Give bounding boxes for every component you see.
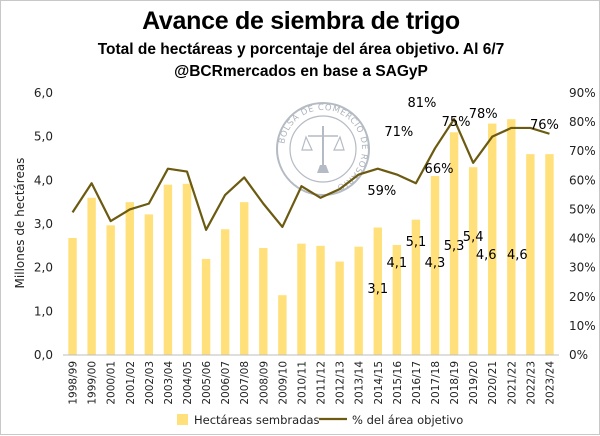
- bar: [316, 245, 325, 355]
- bar: [507, 119, 516, 355]
- x-tick-label: 2007/08: [239, 361, 251, 405]
- bar: [182, 183, 192, 355]
- bar-data-label: 5,4: [463, 230, 484, 245]
- x-tick-label: 2017/18: [430, 361, 442, 405]
- line-series-pct-area: [71, 118, 550, 231]
- legend: Hectáreas sembradas % del área objetivo: [177, 413, 463, 427]
- line-data-label: 78%: [469, 107, 498, 122]
- x-tick-label: 2018/19: [449, 361, 461, 405]
- bar: [545, 154, 554, 355]
- bar: [297, 243, 306, 355]
- x-tick-label: 2000/01: [106, 361, 118, 405]
- legend-item-bars: Hectáreas sembradas: [194, 413, 320, 427]
- bar: [220, 229, 230, 355]
- bar: [163, 184, 173, 355]
- bar: [526, 154, 535, 355]
- line-data-label: 71%: [384, 125, 413, 140]
- x-tick-label: 2002/03: [144, 361, 156, 405]
- x-tick-label: 2005/06: [201, 361, 213, 405]
- line-data-label: 81%: [407, 96, 436, 111]
- bar: [392, 244, 402, 355]
- x-tick-label: 2019/20: [468, 361, 480, 405]
- y2-tick-label: 30%: [569, 261, 596, 275]
- x-tick-label: 2016/17: [411, 361, 423, 405]
- x-tick-label: 2001/02: [125, 361, 137, 405]
- x-tick-label: 2004/05: [182, 361, 194, 405]
- line-data-label: 75%: [442, 115, 471, 130]
- y2-tick-label: 80%: [569, 115, 596, 129]
- line-data-label: 66%: [425, 162, 454, 177]
- bar: [354, 246, 363, 355]
- bar: [144, 214, 154, 355]
- bar-data-label: 3,1: [367, 282, 388, 297]
- x-tick-label: 2022/23: [525, 361, 537, 405]
- bar-data-label: 5,3: [444, 239, 465, 254]
- x-tick-label: 1999/00: [87, 361, 99, 405]
- y-tick-label: 4,0: [34, 173, 53, 187]
- x-tick-label: 2015/16: [392, 361, 404, 405]
- x-tick-label: 1998/99: [68, 361, 80, 405]
- x-tick-label: 2008/09: [258, 361, 270, 405]
- x-tick-label: 2003/04: [163, 361, 175, 405]
- x-tick-label: 2021/22: [506, 361, 518, 405]
- y2-tick-label: 10%: [569, 319, 596, 333]
- y-tick-label: 5,0: [34, 130, 53, 144]
- x-tick-label: 2014/15: [373, 361, 385, 405]
- bar: [468, 167, 478, 355]
- x-tick-label: 2020/21: [487, 361, 499, 405]
- x-tick-label: 2012/13: [335, 361, 347, 405]
- bar: [278, 295, 287, 355]
- legend-swatch-bars: [177, 414, 188, 425]
- bar: [87, 197, 96, 355]
- x-tick-label: 2023/24: [544, 361, 556, 405]
- y2-tick-label: 70%: [569, 144, 596, 158]
- bar: [411, 219, 421, 355]
- bar-data-label: 4,1: [387, 256, 408, 271]
- bar-data-label: 5,1: [406, 235, 427, 250]
- legend-item-line: % del área objetivo: [352, 413, 463, 427]
- line-data-label: 76%: [530, 118, 559, 133]
- y2-tick-label: 60%: [569, 173, 596, 187]
- x-tick-label: 2010/11: [296, 361, 308, 405]
- y-tick-label: 6,0: [34, 86, 53, 100]
- y2-tick-label: 40%: [569, 232, 596, 246]
- line-data-label: 59%: [367, 184, 396, 199]
- chart-subtitle: Total de hectáreas y porcentaje del área…: [97, 41, 505, 58]
- bar: [68, 237, 77, 355]
- bar: [125, 202, 134, 355]
- bcr-seal-watermark: BOLSA DE COMERCIO DE ROSARIO: [276, 102, 370, 196]
- y2-tick-label: 0%: [569, 348, 588, 362]
- chart-source: @BCRmercados en base a SAGyP: [174, 63, 428, 80]
- bar: [201, 258, 211, 355]
- x-tick-label: 2011/12: [316, 361, 328, 405]
- x-tick-label: 2009/10: [277, 361, 289, 405]
- bar: [335, 261, 344, 355]
- bar: [373, 227, 382, 355]
- x-tick-label: 2006/07: [220, 361, 232, 405]
- y2-tick-label: 50%: [569, 202, 596, 216]
- bar: [488, 123, 497, 355]
- bar-data-label: 4,6: [507, 248, 528, 263]
- y2-tick-label: 20%: [569, 290, 596, 304]
- bar: [106, 225, 115, 355]
- bar: [449, 132, 459, 355]
- x-tick-label: 2013/14: [354, 361, 366, 405]
- y2-tick-label: 90%: [569, 86, 596, 100]
- bar-data-label: 4,6: [476, 248, 497, 263]
- y-tick-label: 1,0: [34, 304, 53, 318]
- chart-title: Avance de siembra de trigo: [142, 7, 460, 35]
- bar: [240, 202, 249, 355]
- bar: [430, 175, 440, 355]
- bar-data-label: 4,3: [425, 256, 446, 271]
- bar: [259, 248, 268, 355]
- y-tick-label: 3,0: [34, 217, 53, 231]
- y-axis-title: Millones de hectáreas: [13, 158, 27, 289]
- y-tick-label: 2,0: [34, 261, 53, 275]
- y-tick-label: 0,0: [34, 348, 53, 362]
